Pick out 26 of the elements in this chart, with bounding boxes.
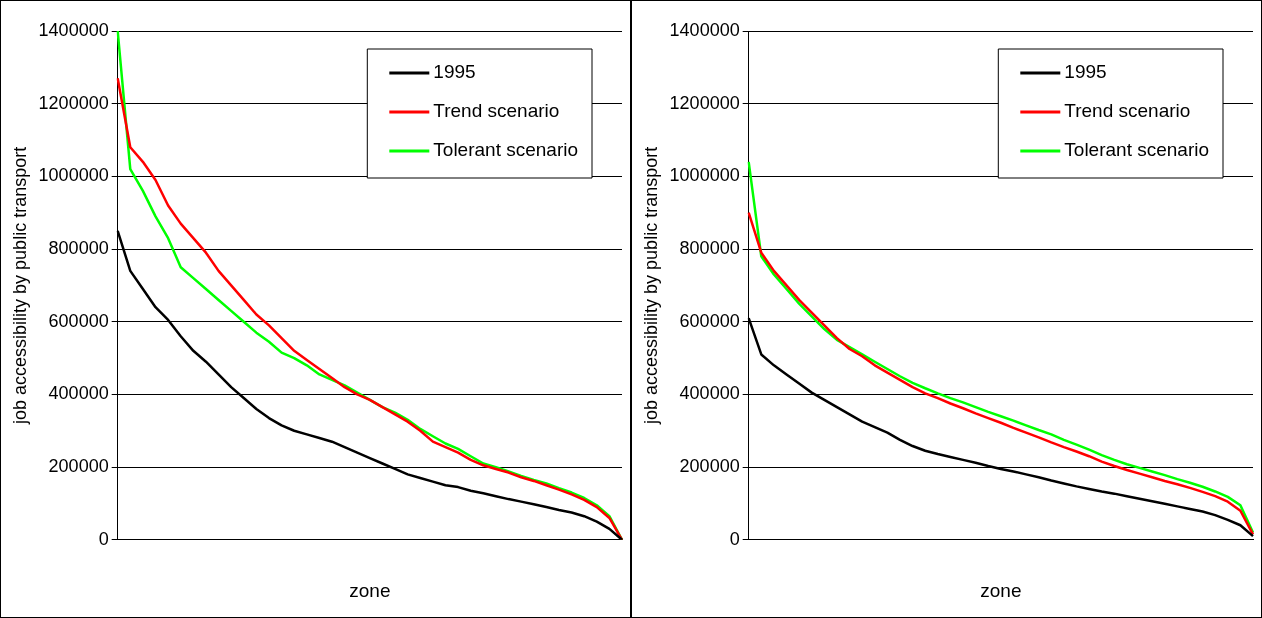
y-tick-label: 800000 — [679, 238, 740, 259]
y-tick-label: 400000 — [679, 383, 740, 404]
y-axis-title: job accessibility by public transport — [9, 146, 30, 425]
y-tick-label: 1000000 — [38, 165, 109, 186]
y-tick-label: 1000000 — [669, 165, 740, 186]
y-tick-label: 200000 — [48, 456, 109, 477]
y-axis-title: job accessibility by public transport — [640, 146, 661, 425]
legend-label: Trend scenario — [1064, 100, 1191, 122]
legend-label: Tolerant scenario — [433, 139, 579, 161]
legend-label: Tolerant scenario — [1064, 139, 1210, 161]
legend-label: 1995 — [1064, 61, 1107, 83]
legend-label: Trend scenario — [433, 100, 560, 122]
y-tick-label: 600000 — [679, 310, 740, 331]
y-tick-label: 1200000 — [38, 92, 109, 113]
y-tick-label: 1400000 — [38, 19, 109, 40]
y-tick-label: 1200000 — [669, 92, 740, 113]
y-tick-label: 200000 — [679, 456, 740, 477]
x-axis-title: zone — [980, 579, 1022, 601]
y-tick-label: 1400000 — [669, 19, 740, 40]
legend-label: 1995 — [433, 61, 476, 83]
y-tick-label: 0 — [98, 528, 109, 549]
y-tick-label: 400000 — [48, 383, 109, 404]
y-tick-label: 0 — [729, 528, 740, 549]
x-axis-title: zone — [349, 579, 391, 601]
y-tick-label: 600000 — [48, 310, 109, 331]
y-tick-label: 800000 — [48, 238, 109, 259]
